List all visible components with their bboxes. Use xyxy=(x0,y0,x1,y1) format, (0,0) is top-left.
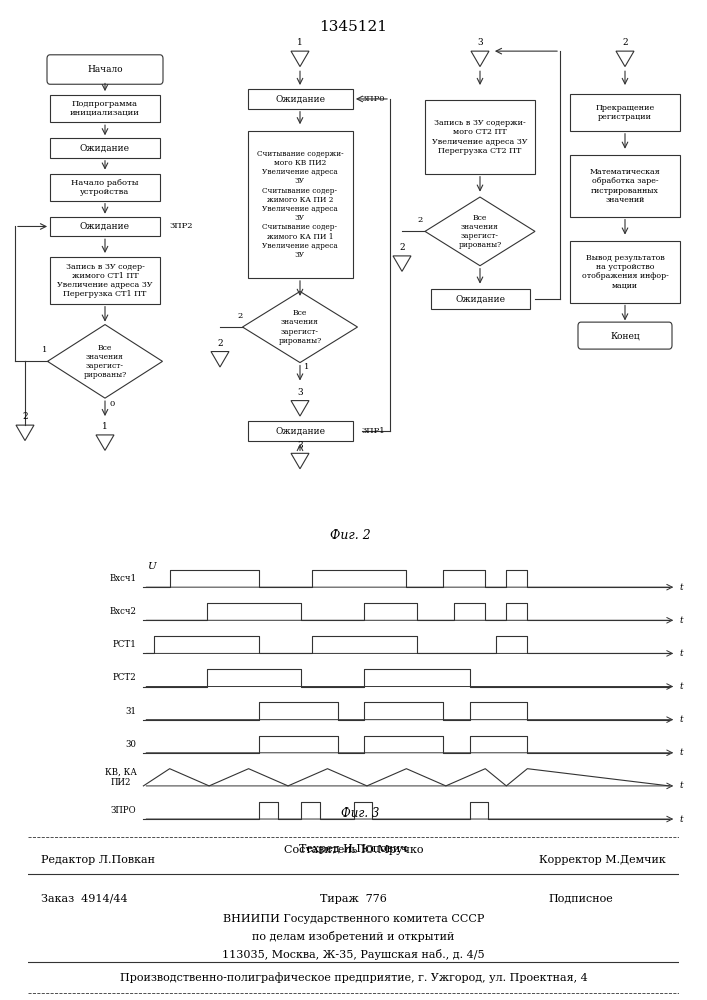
Text: 31: 31 xyxy=(126,707,136,716)
Text: Начало работы
устройства: Начало работы устройства xyxy=(71,179,139,196)
Text: Ожидание: Ожидание xyxy=(455,294,505,303)
FancyBboxPatch shape xyxy=(47,55,163,84)
Bar xyxy=(50,174,160,201)
Text: 3: 3 xyxy=(297,441,303,450)
Text: 1: 1 xyxy=(102,422,108,431)
Text: Редактор Л.Повкан: Редактор Л.Повкан xyxy=(41,855,156,865)
Text: Техред И.Попович: Техред И.Попович xyxy=(299,844,408,854)
Text: 3: 3 xyxy=(477,38,483,47)
Text: Производственно-полиграфическое предприятие, г. Ужгород, ул. Проектная, 4: Производственно-полиграфическое предприя… xyxy=(119,972,588,983)
Polygon shape xyxy=(425,197,535,266)
Text: Вхсч1: Вхсч1 xyxy=(110,574,136,583)
Text: 2: 2 xyxy=(622,38,628,47)
Text: t: t xyxy=(679,715,683,724)
Text: Все
значения
зарегист-
рированы?: Все значения зарегист- рированы? xyxy=(83,344,127,379)
Text: Заказ  4914/44: Заказ 4914/44 xyxy=(41,894,128,904)
Text: 1: 1 xyxy=(42,346,47,354)
Bar xyxy=(570,155,680,217)
Text: Составитель Ю.Мручко: Составитель Ю.Мручко xyxy=(284,845,423,855)
Text: Фиг. 3: Фиг. 3 xyxy=(341,807,380,820)
Bar xyxy=(431,289,530,309)
Polygon shape xyxy=(96,435,114,450)
Text: ЗПР0: ЗПР0 xyxy=(362,95,385,103)
Text: Вхсч2: Вхсч2 xyxy=(110,607,136,616)
Bar xyxy=(247,421,353,441)
Text: Корректор М.Демчик: Корректор М.Демчик xyxy=(539,855,666,865)
Text: t: t xyxy=(679,583,683,592)
Text: ЗПРО: ЗПРО xyxy=(111,806,136,815)
Text: ЗПР2: ЗПР2 xyxy=(170,222,194,230)
Text: Все
значения
зарегист-
рированы?: Все значения зарегист- рированы? xyxy=(279,309,322,345)
Polygon shape xyxy=(291,453,309,469)
Text: Считывание содержи-
мого КВ ПИ2
Увеличение адреса
ЗУ
Считывание содер-
жимого КА: Считывание содержи- мого КВ ПИ2 Увеличен… xyxy=(257,150,344,259)
Text: Математическая
обработка заре-
гистрированных
значений: Математическая обработка заре- гистриров… xyxy=(590,168,660,204)
Text: 2: 2 xyxy=(217,339,223,348)
Text: КВ, КА
ПИ2: КВ, КА ПИ2 xyxy=(105,768,136,787)
Text: 30: 30 xyxy=(126,740,136,749)
Text: Фиг. 2: Фиг. 2 xyxy=(329,529,370,542)
Text: 2: 2 xyxy=(238,312,243,320)
Bar xyxy=(50,257,160,304)
Polygon shape xyxy=(16,425,34,441)
Text: Все
значения
зарегист-
рированы?: Все значения зарегист- рированы? xyxy=(458,214,502,249)
Text: Вывод результатов
на устройство
отображения инфор-
мации: Вывод результатов на устройство отображе… xyxy=(582,254,668,290)
Text: Запись в ЗУ содержи-
мого СТ2 ПТ
Увеличение адреса ЗУ
Перегрузка СТ2 ПТ: Запись в ЗУ содержи- мого СТ2 ПТ Увеличе… xyxy=(432,119,527,155)
Polygon shape xyxy=(211,352,229,367)
Text: 113035, Москва, Ж-35, Раушская наб., д. 4/5: 113035, Москва, Ж-35, Раушская наб., д. … xyxy=(222,949,485,960)
Text: ЗПР1: ЗПР1 xyxy=(362,427,385,435)
Text: 2: 2 xyxy=(22,412,28,421)
Text: РСТ1: РСТ1 xyxy=(112,640,136,649)
Text: 1345121: 1345121 xyxy=(320,20,387,34)
Text: Подпрограмма
инициализации: Подпрограмма инициализации xyxy=(70,100,140,117)
Text: 3: 3 xyxy=(297,388,303,397)
Text: Тираж  776: Тираж 776 xyxy=(320,894,387,904)
Text: Подписное: Подписное xyxy=(549,894,614,904)
Polygon shape xyxy=(291,51,309,67)
Bar xyxy=(247,131,353,278)
Text: 2: 2 xyxy=(399,243,405,252)
Bar xyxy=(425,100,535,174)
Text: 2: 2 xyxy=(417,216,423,224)
Text: 1: 1 xyxy=(304,363,310,371)
Bar xyxy=(50,95,160,122)
Text: Ожидание: Ожидание xyxy=(80,143,130,152)
Polygon shape xyxy=(243,291,358,363)
Text: 1: 1 xyxy=(297,38,303,47)
Text: t: t xyxy=(679,616,683,625)
Polygon shape xyxy=(393,256,411,271)
Text: t: t xyxy=(679,815,683,824)
Text: Конец: Конец xyxy=(610,331,640,340)
Text: t: t xyxy=(679,748,683,757)
Bar xyxy=(50,138,160,158)
FancyBboxPatch shape xyxy=(578,322,672,349)
Bar xyxy=(247,89,353,109)
Text: Запись в ЗУ содер-
жимого СТ1 ПТ
Увеличение адреса ЗУ
Перегрузка СТ1 ПТ: Запись в ЗУ содер- жимого СТ1 ПТ Увеличе… xyxy=(57,263,153,298)
Polygon shape xyxy=(616,51,634,67)
Text: Ожидание: Ожидание xyxy=(275,427,325,436)
Text: t: t xyxy=(679,649,683,658)
Text: Ожидание: Ожидание xyxy=(80,222,130,231)
Bar xyxy=(570,241,680,302)
Text: t: t xyxy=(679,781,683,790)
Text: Ожидание: Ожидание xyxy=(275,94,325,103)
Polygon shape xyxy=(471,51,489,67)
Text: 0: 0 xyxy=(109,400,115,408)
Text: Прекращение
регистрации: Прекращение регистрации xyxy=(595,104,655,121)
Text: U: U xyxy=(147,562,156,571)
Text: РСТ2: РСТ2 xyxy=(113,673,136,682)
Polygon shape xyxy=(291,401,309,416)
Bar xyxy=(50,217,160,236)
Text: Начало: Начало xyxy=(87,65,123,74)
Text: t: t xyxy=(679,682,683,691)
Text: ВНИИПИ Государственного комитета СССР: ВНИИПИ Государственного комитета СССР xyxy=(223,914,484,924)
Text: по делам изобретений и открытий: по делам изобретений и открытий xyxy=(252,932,455,942)
Polygon shape xyxy=(47,325,163,398)
Bar xyxy=(570,94,680,131)
